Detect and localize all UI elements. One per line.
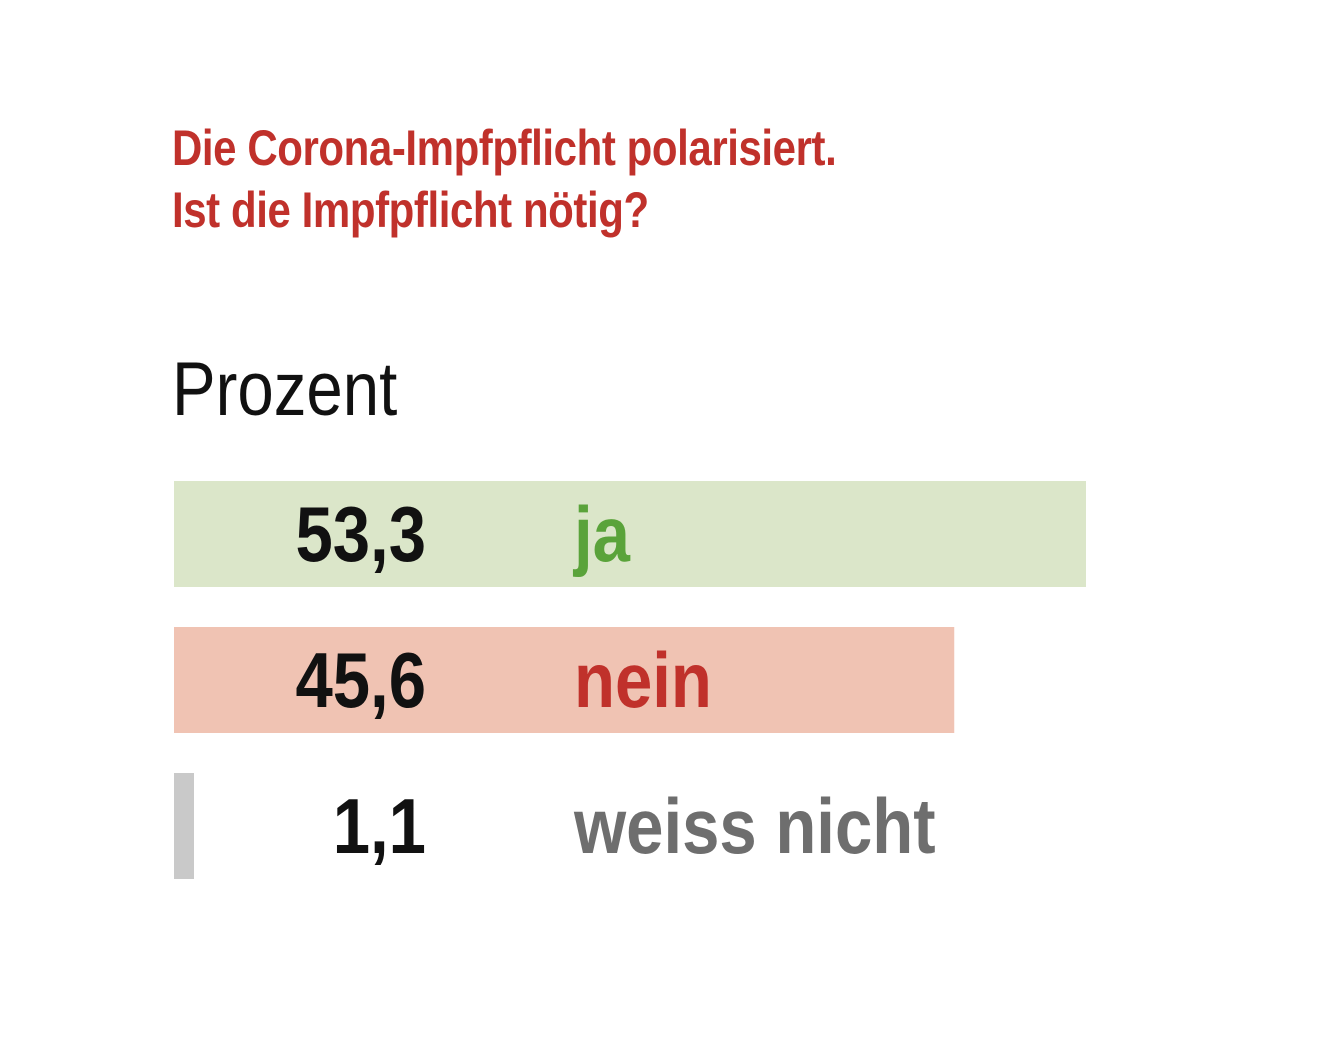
unit-label: Prozent: [172, 347, 398, 432]
bar-ja: [174, 481, 1086, 587]
value-label-weiss-nicht: 1,1: [333, 783, 426, 870]
chart-title-line-1: Die Corona-Impfpflicht polarisiert.: [172, 120, 837, 176]
chart-title-line-2: Ist die Impfpflicht nötig?: [172, 182, 649, 238]
bar-nein: [174, 627, 955, 733]
value-label-nein: 45,6: [295, 637, 426, 724]
category-label-weiss-nicht: weiss nicht: [573, 783, 935, 870]
category-label-nein: nein: [574, 637, 712, 724]
category-label-ja: ja: [572, 491, 630, 578]
bar-weiss-nicht: [174, 773, 194, 879]
value-label-ja: 53,3: [295, 491, 426, 578]
